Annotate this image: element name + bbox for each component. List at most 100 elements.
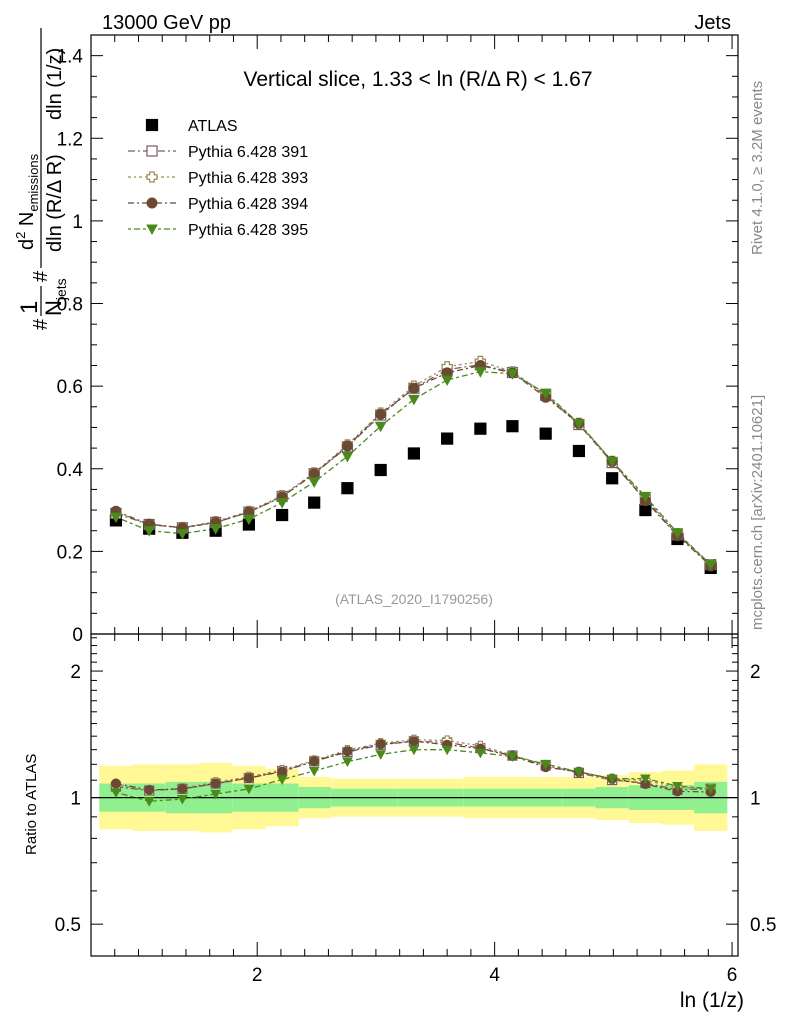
ratio-right-tick-label: 1 [750,789,761,810]
data-point [276,498,288,509]
svg-text:dln (1/z): dln (1/z) [44,48,66,120]
legend-marker [145,118,159,132]
ratio-point [375,750,387,760]
data-point [639,503,652,517]
ratio-left-tick-label: 2 [70,662,81,683]
data-point [704,560,717,571]
ratio-point [277,766,288,777]
y-tick-label: 0 [72,625,83,646]
ratio-point [640,774,651,785]
svg-text:1: 1 [16,301,43,314]
ratio-point [144,784,155,795]
ylabel-njets: N [41,300,66,316]
ratio-point [705,784,717,795]
ratio-point [342,746,353,757]
legend-marker [146,224,158,236]
svg-text:Njets: Njets [41,278,69,316]
header-right-label: Jets [694,12,731,34]
data-point [375,408,387,420]
y-tick-label: 1 [72,212,83,233]
y-tick-label: 0.4 [57,460,84,481]
ratio-point [143,797,155,807]
ratio-point [243,784,255,795]
y-tick-label: 0.2 [57,542,83,563]
data-point [308,477,321,489]
x-tick-label: 4 [489,965,500,986]
ratio-point [210,778,221,789]
plot-title: Vertical slice, 1.33 < ln (R/Δ R) < 1.67 [243,68,592,91]
data-point [441,375,453,386]
ylabel-nemis-sub: emissions [26,153,41,211]
ratio-point [110,778,121,789]
data-point [506,420,519,433]
ratio-ylabel: Ratio to ATLAS [23,754,40,855]
ratio-point [441,745,453,756]
data-point [539,427,552,440]
x-axis-label: ln (1/z) [680,989,744,1012]
ratio-point [243,773,254,784]
ratio-point [177,795,188,805]
data-point [209,524,222,535]
ratio-right-tick-label: 0.5 [750,915,776,936]
legend-label: Pythia 6.428 393 [188,170,308,187]
data-point [308,468,320,480]
rivet-label: Rivet 4.1.0, ≥ 3.2M events [749,81,766,255]
main-ylabel: # 1 Njets # dln (R/Δ R) d2 Nemissions dl… [13,28,69,330]
y-tick-label: 0.8 [57,295,83,316]
analysis-id: (ATLAS_2020_I1790256) [335,591,493,607]
data-point [341,440,353,452]
ratio-point [276,775,288,786]
data-point [474,422,487,435]
ratio-point [573,767,585,778]
ylabel-d2-sup: 2 [13,232,28,239]
svg-text:#: # [30,270,52,282]
data-point [441,432,454,445]
legend-label: Pythia 6.428 395 [188,222,308,239]
ratio-point [309,756,320,767]
data-point [408,394,420,406]
legend: ATLAS Pythia 6.428 391 Pythia 6.428 393 Pyt… [128,118,308,239]
ratio-point [606,774,618,785]
data-point [407,447,421,460]
ratio-point [507,752,518,763]
legend-marker [146,171,158,183]
data-point [572,444,586,458]
data-point [606,472,619,485]
ratio-point [308,766,320,777]
ratio-point [110,788,122,798]
data-point [243,514,255,526]
ratio-point [408,745,420,756]
svg-text:d2 Nemissions: d2 Nemissions [13,153,41,250]
ylabel-one: 1 [16,301,43,314]
ratio-point [540,759,552,770]
legend-label: Pythia 6.428 391 [188,144,308,161]
ratio-point [342,757,353,768]
ratio-point [475,748,486,759]
y-tick-label: 0.6 [57,377,83,398]
ratio-plot-frame [90,633,739,957]
ylabel-hash1: # [30,318,52,330]
data-point [671,528,684,539]
data-point [110,512,122,524]
data-point [374,421,387,433]
ylabel-dlnR: dln (R/Δ R) [44,154,66,252]
legend-marker [146,197,158,209]
ylabel-njets-sub: jets [53,278,69,301]
svg-text:dln (R/Δ R): dln (R/Δ R) [44,154,66,252]
data-point [539,388,552,400]
ylabel-nemis: N [16,212,38,232]
x-tick-label: 2 [252,965,263,986]
ratio-point [177,783,188,794]
ratio-left-tick-label: 0.5 [55,915,81,936]
y-tick-label: 1.4 [57,47,84,68]
ylabel-hash2: # [30,270,52,282]
data-point [341,482,354,495]
data-point [176,529,189,540]
ratio-point [210,789,222,800]
data-point [408,382,420,394]
data-point [474,367,487,378]
x-tick-label: 6 [727,965,738,986]
ratio-point [375,739,386,750]
ratio-point [408,736,419,747]
ylabel-dlnz: dln (1/z) [44,48,66,120]
